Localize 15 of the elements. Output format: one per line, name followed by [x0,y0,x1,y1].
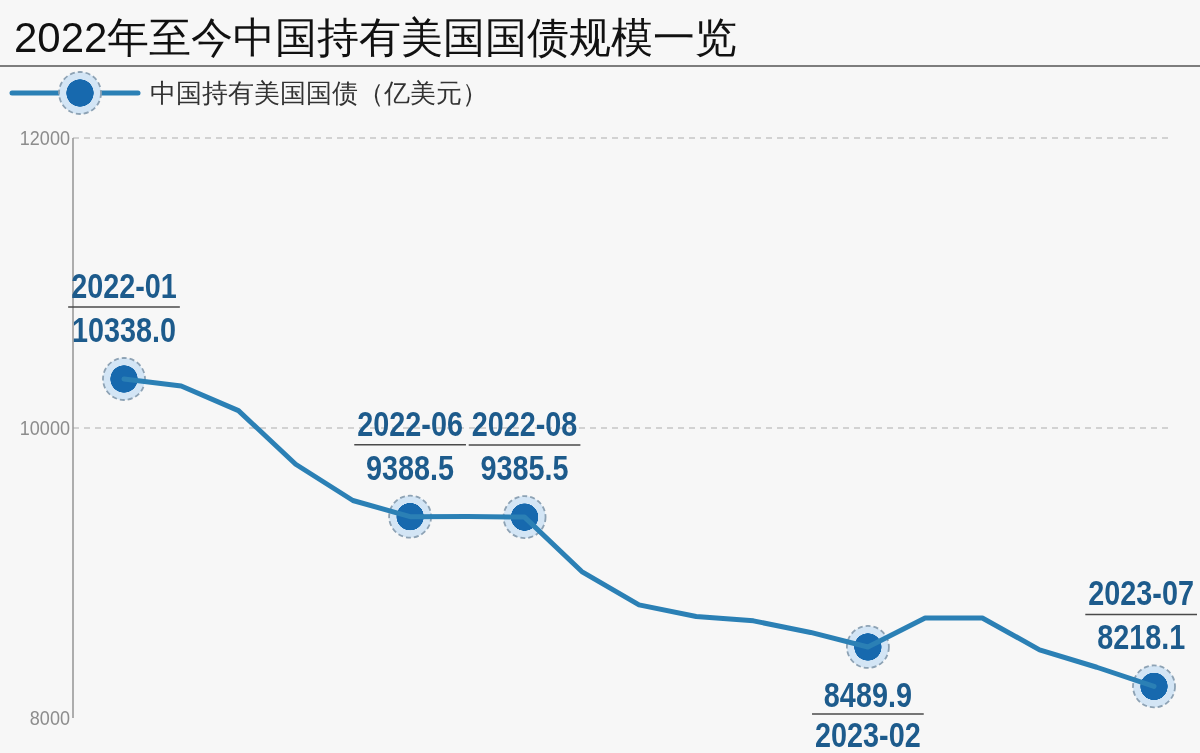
data-label: 8489.9 [823,673,912,715]
x-tick-label: 2023-02 [815,713,921,753]
x-tick-label: 2022-06 [357,402,463,444]
x-tick-label: 2022-01 [71,264,177,306]
y-tick-label: 8000 [29,705,71,730]
data-label: 9385.5 [480,446,569,488]
data-label: 8218.1 [1097,616,1186,658]
data-label: 10338.0 [71,308,177,350]
legend-label: 中国持有美国国债（亿美元） [150,78,488,108]
x-tick-label: 2023-07 [1088,572,1194,614]
chart-title: 2022年至今中国持有美国国债规模一览 [14,14,738,61]
y-tick-label: 12000 [19,125,71,150]
data-label: 9388.5 [366,446,455,488]
y-tick-label: 10000 [19,415,71,440]
x-tick-label: 2022-08 [471,402,578,444]
